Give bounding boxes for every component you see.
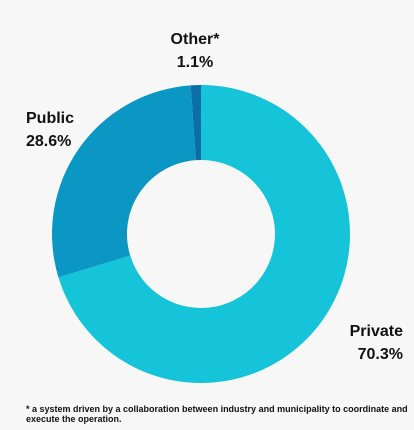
slice-label-other-value: 1.1%: [176, 54, 214, 71]
slice-label-other-name: Other*: [170, 31, 220, 48]
slice-label-public-value: 28.6%: [26, 133, 72, 150]
slice-label-public-name: Public: [26, 110, 75, 127]
slice-label-private-name: Private: [349, 323, 403, 340]
slice-label-other: Other* 1.1%: [160, 28, 230, 74]
chart-footnote: * a system driven by a collaboration bet…: [26, 404, 408, 424]
donut-slice-other: [190, 85, 201, 161]
slice-label-private: Private 70.3%: [340, 320, 403, 366]
slice-label-private-value: 70.3%: [357, 346, 403, 363]
donut-slice-public: [52, 85, 196, 278]
slice-label-public: Public 28.6%: [26, 107, 74, 153]
donut-slice-private: [58, 85, 351, 383]
